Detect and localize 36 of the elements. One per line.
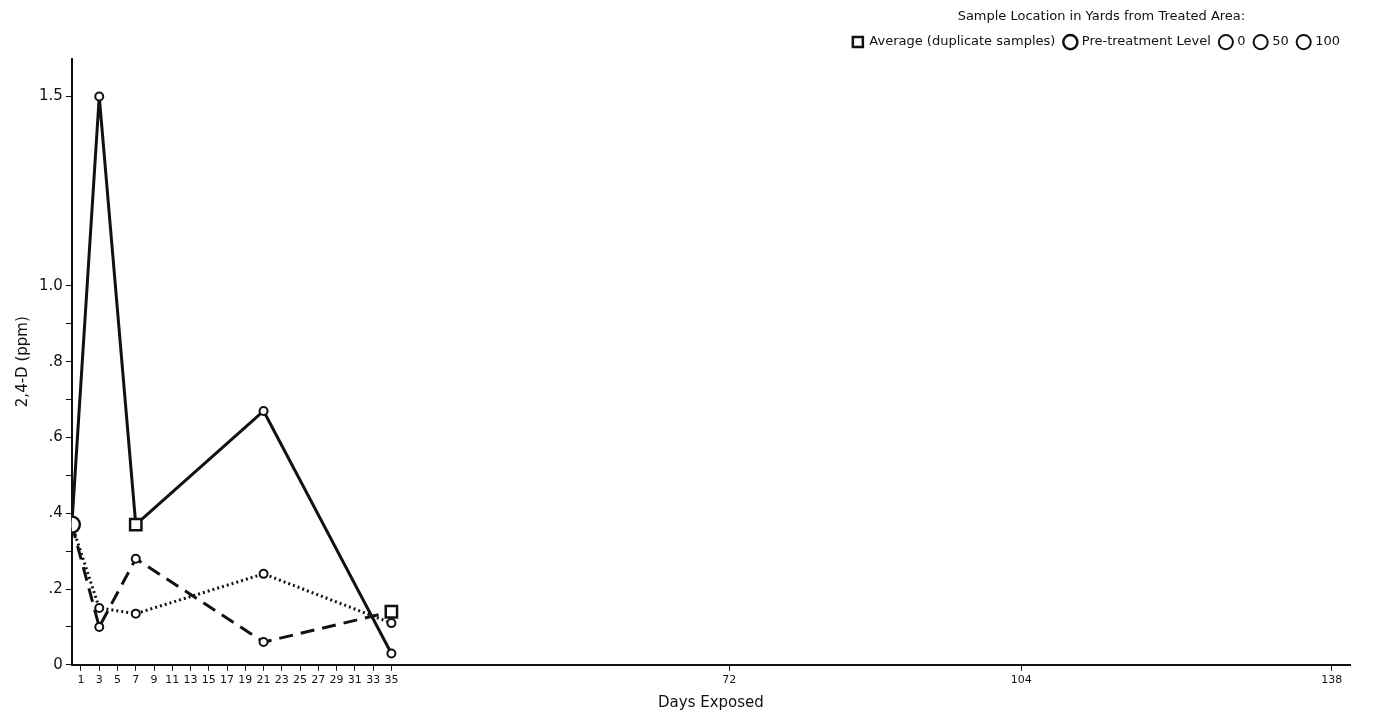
y-tick-label: 1.5 (39, 86, 63, 105)
y-tick-label: 0 (53, 654, 63, 673)
x-tick-label: 1 (77, 673, 85, 687)
x-tick-label: 35 (384, 673, 399, 687)
y-tick-label: 1.0 (39, 275, 63, 294)
x-tick-label: 19 (238, 673, 253, 687)
y-tick-label: .8 (48, 351, 63, 370)
x-tick-label: 29 (329, 673, 344, 687)
x-tick-label: 72 (722, 673, 737, 687)
x-tick-label: 33 (366, 673, 381, 687)
x-axis-title: Days Exposed (658, 692, 764, 711)
x-tick-label: 7 (132, 673, 140, 687)
x-tick-label: 31 (347, 673, 362, 687)
x-tick-label: 15 (201, 673, 216, 687)
y-axis-title: 2,4-D (ppm) (12, 316, 31, 408)
y-tick-label: .2 (48, 578, 63, 597)
x-tick-label: 11 (165, 673, 180, 687)
legend-label: 50 (1272, 33, 1289, 49)
x-tick-label: 23 (274, 673, 289, 687)
legend-title: Sample Location in Yards from Treated Area: (957, 7, 1246, 23)
x-tick-label: 27 (311, 673, 326, 687)
legend-label: 100 (1315, 33, 1341, 49)
x-tick-label: 21 (256, 673, 271, 687)
y-tick-label: .4 (48, 503, 63, 522)
y-tick-label: .6 (48, 427, 63, 446)
x-tick-label: 104 (1010, 673, 1032, 687)
legend-label: Pre-treatment Level (1081, 33, 1211, 49)
x-tick-label: 5 (114, 673, 121, 687)
x-tick-label: 138 (1321, 673, 1343, 687)
x-tick-label: 17 (220, 673, 235, 687)
x-tick-label: 3 (95, 673, 103, 687)
legend-label: Average (duplicate samples) (869, 33, 1056, 49)
x-tick-label: 13 (183, 673, 198, 687)
x-tick-label: 25 (293, 673, 308, 687)
x-tick-label: 9 (150, 673, 158, 687)
legend-label: 0 (1237, 33, 1246, 49)
